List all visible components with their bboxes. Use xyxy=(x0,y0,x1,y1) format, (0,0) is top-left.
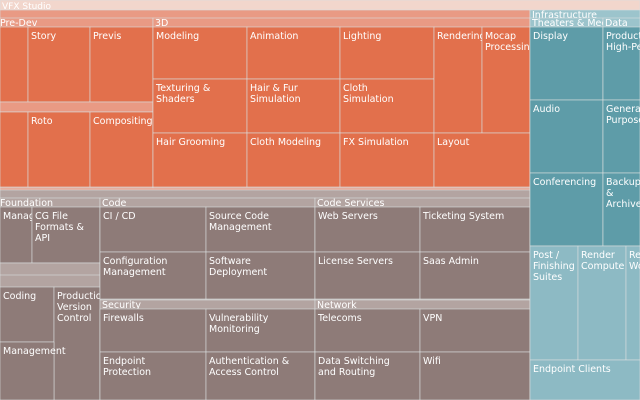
tile-scm[interactable] xyxy=(205,206,316,253)
tile-config[interactable] xyxy=(99,251,207,300)
tile-endpointprot[interactable] xyxy=(99,351,207,400)
tile-lighting[interactable] xyxy=(339,26,435,80)
tile-prodhp-label: ProductionHigh-Performance xyxy=(606,31,640,53)
tile-previs-label: Previs xyxy=(93,31,121,42)
tile-saas-label: Saas Admin xyxy=(423,256,479,267)
tile-cgfile[interactable] xyxy=(31,206,101,264)
tile-mocap[interactable] xyxy=(481,26,531,134)
tile-predev-a[interactable] xyxy=(0,26,29,103)
tile-rendering-label: Rendering xyxy=(437,31,486,42)
tile-firewalls-label: Firewalls xyxy=(103,313,144,324)
tile-audio-label: Audio xyxy=(533,104,560,115)
tile-conferencing[interactable] xyxy=(529,172,604,247)
tile-softdeploy-label: Software Deployment xyxy=(209,256,267,278)
tile-webservers-label: Web Servers xyxy=(318,211,378,222)
tile-rendering[interactable] xyxy=(433,26,483,134)
subgroup-network-header: Network xyxy=(317,300,357,311)
tile-hairgroom[interactable] xyxy=(152,132,248,188)
tile-fxsim-label: FX Simulation xyxy=(343,137,409,148)
tile-genpurpose[interactable] xyxy=(602,99,640,174)
tile-animation[interactable] xyxy=(246,26,341,80)
tile-vpn-label: VPN xyxy=(423,313,442,324)
subgroup-codeservices-header: Code Services xyxy=(317,198,384,209)
subgroup-predev-header: Pre-Dev xyxy=(0,18,38,29)
tile-wifi-label: Wifi xyxy=(423,356,441,367)
tile-prodvc-label: Production Version Control xyxy=(57,291,108,324)
foundation-divider xyxy=(0,262,101,276)
tile-vpn[interactable] xyxy=(419,308,531,353)
tile-layout[interactable] xyxy=(433,132,531,188)
subgroup-3d-header: 3D xyxy=(155,18,168,29)
tile-genpurpose-label: GeneralPurpose xyxy=(606,104,640,126)
tile-license[interactable] xyxy=(314,251,421,300)
tile-license-label: License Servers xyxy=(318,256,393,267)
tile-saas[interactable] xyxy=(419,251,531,300)
tile-datasw[interactable] xyxy=(314,351,421,400)
tile-hairfur-label: Hair & Fur Simulation xyxy=(250,83,301,105)
tile-fxsim[interactable] xyxy=(339,132,435,188)
tile-roto-label: Roto xyxy=(31,116,53,127)
tile-prodvc[interactable] xyxy=(53,286,101,400)
tile-backup[interactable] xyxy=(602,172,640,247)
subgroup-code-header: Code xyxy=(102,198,126,209)
tile-compositing-label: Compositing xyxy=(93,116,153,127)
tile-clothmod[interactable] xyxy=(246,132,341,188)
root-title: VFX Studio xyxy=(2,2,52,12)
tile-backup-label: Backup & Archive xyxy=(606,177,640,210)
tile-clothsim-label: Cloth Simulation xyxy=(343,83,394,105)
tile-postfin-label: Post / Finishing Suites xyxy=(533,250,575,283)
tile-softdeploy[interactable] xyxy=(205,251,316,300)
tile-render-label: Render Compute xyxy=(581,250,624,272)
tile-predev-b[interactable] xyxy=(0,111,29,188)
tile-postfin[interactable] xyxy=(529,245,579,361)
tile-found-mgmt2-label: Management xyxy=(3,346,66,357)
tile-story-label: Story xyxy=(31,31,56,42)
tile-layout-label: Layout xyxy=(437,137,470,148)
tile-hairgroom-label: Hair Grooming xyxy=(156,137,225,148)
subgroup-security-header: Security xyxy=(102,300,141,311)
tile-auth[interactable] xyxy=(205,351,316,400)
tile-endpointprot-label: Endpoint Protection xyxy=(103,356,151,378)
tile-auth-label: Authentication & Access Control xyxy=(209,356,290,378)
tile-mocap-label: Mocap Processing xyxy=(485,31,536,53)
tile-webservers[interactable] xyxy=(314,206,421,253)
tile-datasw-label: Data Switching and Routing xyxy=(318,356,390,378)
tile-texturing-label: Texturing & Shaders xyxy=(155,83,211,105)
subgroup-theaters-header: Theaters & Meeting xyxy=(531,18,626,29)
tile-previs[interactable] xyxy=(89,26,154,103)
tile-cicd[interactable] xyxy=(99,206,207,253)
tile-roto[interactable] xyxy=(27,111,91,188)
tile-compositing[interactable] xyxy=(89,111,154,188)
tile-scm-label: Source Code Management xyxy=(209,211,272,233)
tile-coding-label: Coding xyxy=(3,291,36,302)
tile-remote-label: RemoteWorkstations xyxy=(629,250,640,272)
tile-texturing[interactable] xyxy=(152,78,248,134)
tile-story[interactable] xyxy=(27,26,91,103)
tile-conferencing-label: Conferencing xyxy=(533,177,596,188)
tile-audio[interactable] xyxy=(529,99,604,174)
tile-cicd-label: CI / CD xyxy=(103,211,136,222)
tile-config-label: Configuration Management xyxy=(103,256,167,278)
subgroup-foundation-header: Foundation xyxy=(0,198,53,209)
tile-endpointcl[interactable] xyxy=(529,359,640,400)
tile-cgfile-label: CG File Formats & API xyxy=(35,211,84,244)
tile-display-label: Display xyxy=(533,31,568,42)
group-infrastructure-header: Infrastructure xyxy=(532,10,597,21)
tile-lighting-label: Lighting xyxy=(343,31,381,42)
tile-wifi[interactable] xyxy=(419,351,531,400)
tile-animation-label: Animation xyxy=(250,31,298,42)
tile-endpointcl-label: Endpoint Clients xyxy=(533,364,611,375)
tile-found-mgmt2[interactable] xyxy=(0,341,55,400)
tile-vulnmon-label: Vulnerability Monitoring xyxy=(209,313,269,335)
tile-firewalls[interactable] xyxy=(99,308,207,353)
tile-ticketing-label: Ticketing System xyxy=(422,211,504,222)
tile-telecoms-label: Telecoms xyxy=(317,313,362,324)
tile-prodhp[interactable] xyxy=(602,26,640,101)
tile-clothmod-label: Cloth Modeling xyxy=(250,137,321,148)
tile-hairfur[interactable] xyxy=(246,78,341,134)
tile-render[interactable] xyxy=(577,245,627,361)
predev-divider xyxy=(0,101,154,113)
tile-modeling-label: Modeling xyxy=(156,31,199,42)
